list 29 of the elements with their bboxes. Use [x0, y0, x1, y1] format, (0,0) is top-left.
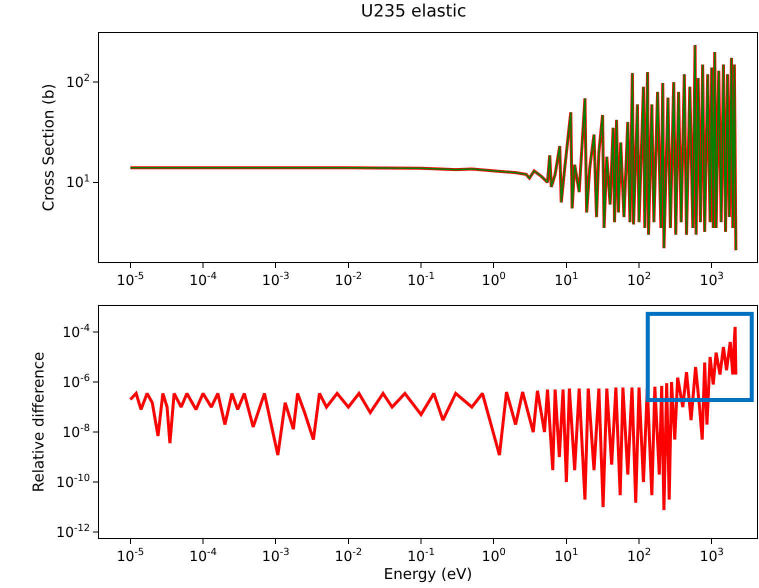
x-tick-label: 10$^{1}$	[554, 271, 578, 289]
x-tick-label: 10$^{-3}$	[262, 547, 290, 565]
x-tick-label: 10$^{2}$	[627, 271, 652, 289]
y-tick-label: 10$^{-6}$	[62, 373, 90, 391]
x-tick-label: 10$^{0}$	[482, 271, 506, 289]
y-tick-label: 10$^{-4}$	[62, 323, 90, 341]
x-tick-label: 10$^{0}$	[482, 547, 506, 565]
x-tick-label: 10$^{-1}$	[407, 271, 435, 289]
x-tick-label: 10$^{3}$	[700, 271, 724, 289]
y-tick-label: 10$^{2}$	[66, 73, 90, 92]
y-tick-label: 10$^{-8}$	[62, 423, 90, 441]
x-tick-label: 10$^{-4}$	[189, 271, 217, 289]
x-tick-label: 10$^{2}$	[627, 547, 652, 565]
x-axis-title: Energy (eV)	[384, 565, 472, 583]
x-tick-label: 10$^{-2}$	[334, 547, 362, 565]
x-tick-label: 10$^{3}$	[700, 547, 724, 565]
x-tick-label: 10$^{-5}$	[116, 547, 144, 565]
y-axis-title: Cross Section (b)	[39, 84, 58, 212]
y-tick-label: 10$^{1}$	[66, 173, 90, 192]
x-tick-label: 10$^{-2}$	[334, 271, 362, 289]
x-tick-label: 10$^{-4}$	[189, 547, 217, 565]
chart-title: U235 elastic	[360, 1, 466, 22]
x-tick-label: 10$^{1}$	[554, 547, 578, 565]
y-tick-label: 10$^{-10}$	[56, 473, 90, 491]
x-tick-label: 10$^{-5}$	[116, 271, 144, 289]
x-tick-label: 10$^{-3}$	[262, 271, 290, 289]
x-tick-label: 10$^{-1}$	[407, 547, 435, 565]
y-tick-label: 10$^{-12}$	[56, 523, 90, 541]
y-axis-title: Relative difference	[30, 352, 48, 492]
